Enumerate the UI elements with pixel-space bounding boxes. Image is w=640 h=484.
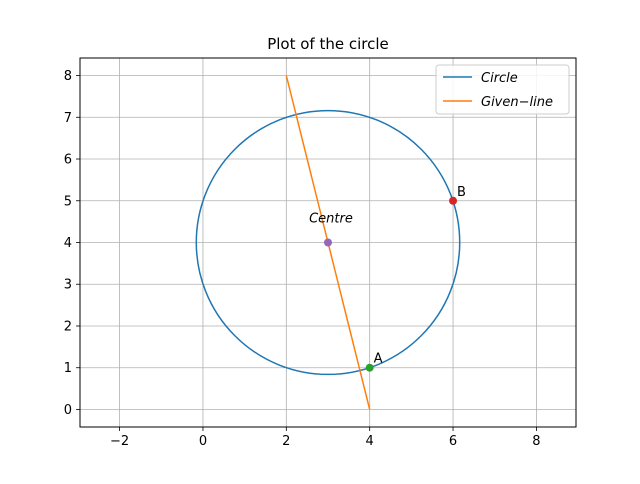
legend-label-given-line: Given−line bbox=[481, 95, 553, 110]
x-tick-label: 6 bbox=[449, 434, 457, 449]
x-tick-label: 0 bbox=[199, 434, 207, 449]
point-b-label: B bbox=[457, 185, 466, 200]
x-tick-label: 4 bbox=[366, 434, 374, 449]
y-tick-label: 2 bbox=[64, 319, 72, 334]
y-tick-label: 8 bbox=[64, 69, 72, 84]
legend: Circle Given−line bbox=[435, 64, 570, 115]
chart-title: Plot of the circle bbox=[267, 35, 389, 53]
y-tick-label: 7 bbox=[64, 111, 72, 126]
ticks: −2 0 2 4 6 8 0 1 2 3 4 5 6 7 8 bbox=[64, 69, 541, 449]
point-centre-marker bbox=[324, 238, 332, 247]
y-tick-label: 3 bbox=[64, 278, 72, 293]
legend-label-circle: Circle bbox=[481, 71, 518, 86]
y-tick-label: 5 bbox=[64, 194, 72, 209]
point-a-marker bbox=[365, 363, 374, 372]
x-tick-label: 2 bbox=[282, 434, 290, 449]
points-layer: A B Centre bbox=[309, 185, 466, 372]
y-tick-label: 4 bbox=[64, 236, 72, 251]
point-centre-label: Centre bbox=[309, 212, 353, 227]
point-a-label: A bbox=[374, 352, 383, 367]
circle-curve bbox=[195, 109, 461, 376]
point-b-marker bbox=[449, 196, 458, 205]
y-tick-label: 6 bbox=[64, 153, 72, 168]
grid bbox=[80, 58, 576, 427]
x-tick-label: 8 bbox=[532, 434, 540, 449]
y-tick-label: 1 bbox=[64, 361, 72, 376]
x-tick-label: −2 bbox=[110, 434, 129, 449]
y-tick-label: 0 bbox=[64, 403, 72, 418]
